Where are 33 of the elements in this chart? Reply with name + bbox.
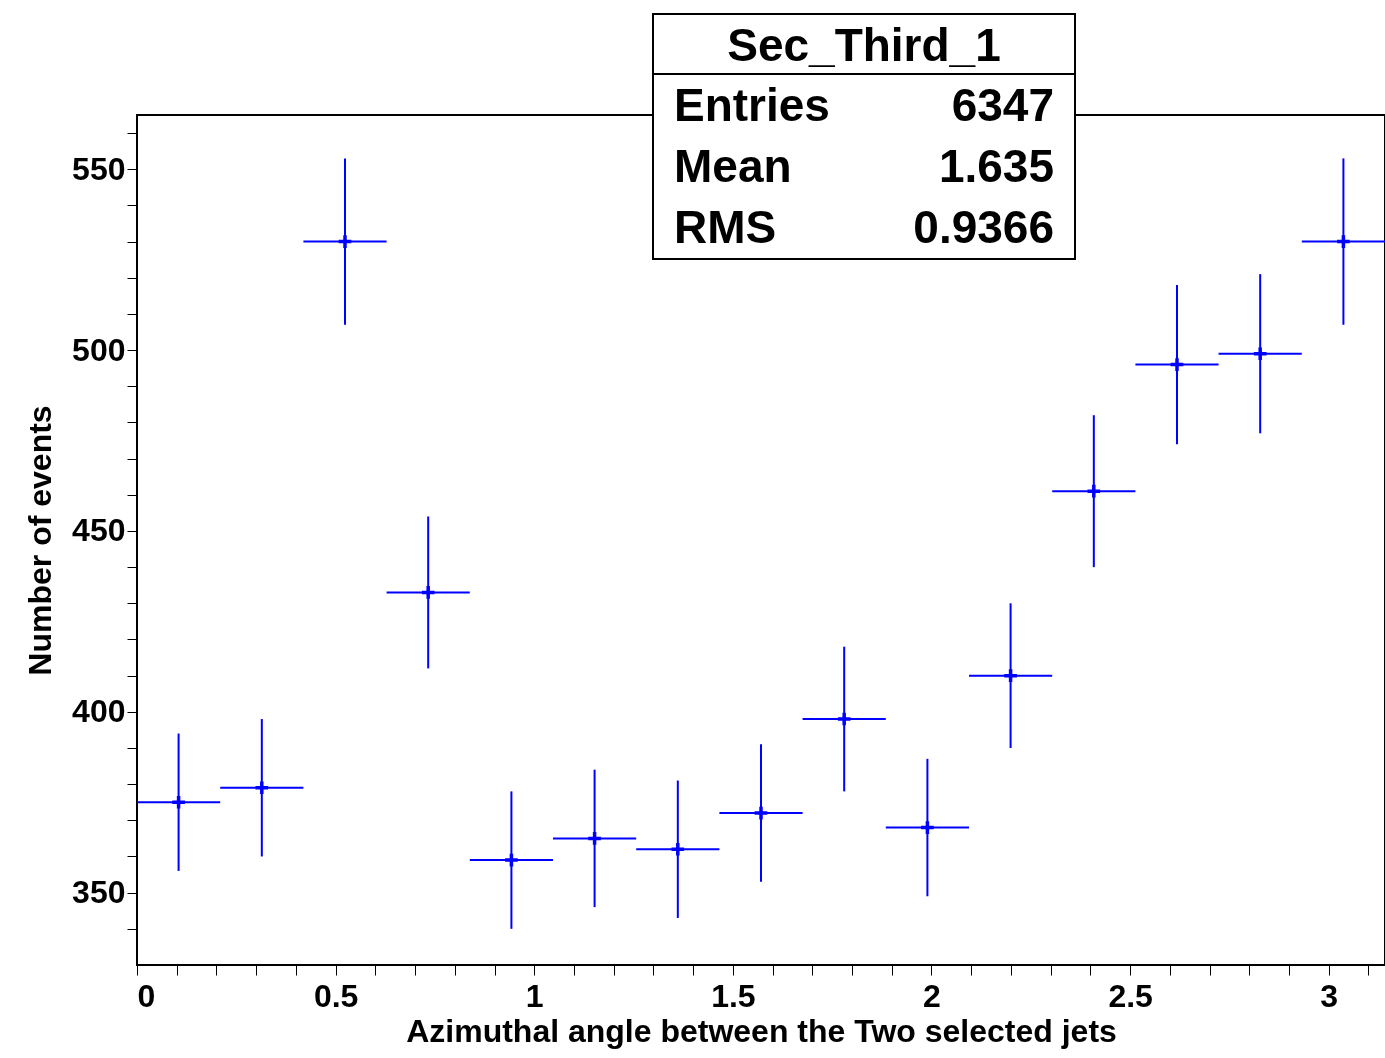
point [253,779,270,796]
x-tick-label: 2.5 [1108,977,1153,1014]
text: Mean 1.635 [674,140,1054,192]
x-tick-label: 1 [525,977,544,1014]
point [752,805,770,822]
text: Entries 6347 [674,79,1054,131]
x-tick-label: 0 [137,977,156,1014]
point [586,830,603,847]
x-tick-label: 0.5 [313,977,359,1014]
x-tick-label: 2 [923,977,941,1014]
point [420,584,437,601]
point [170,794,187,811]
point [1252,345,1269,362]
point [1335,233,1352,250]
x-axis-title: Azimuthal angle between the Two selected jets [406,1012,1117,1049]
point [669,841,686,858]
y-tick-label: 450 [72,512,126,549]
y-axis-title: Number of events [22,405,59,676]
x-tick-label: 1.5 [711,977,756,1014]
chart-title: Sec_Third_1 [654,15,1074,75]
y-tick-label: 400 [72,693,126,730]
point [336,233,354,250]
point [503,852,520,869]
y-tick-label: 550 [72,150,126,187]
y-tick-label: 500 [72,331,126,368]
point [1085,483,1102,500]
point [1002,667,1019,684]
point [836,710,853,728]
point [1168,356,1186,373]
y-tick-label: 350 [72,874,126,911]
x-tick-label: 3 [1320,977,1339,1014]
point [919,819,936,836]
text: RMS 0.9366 [674,201,1054,253]
